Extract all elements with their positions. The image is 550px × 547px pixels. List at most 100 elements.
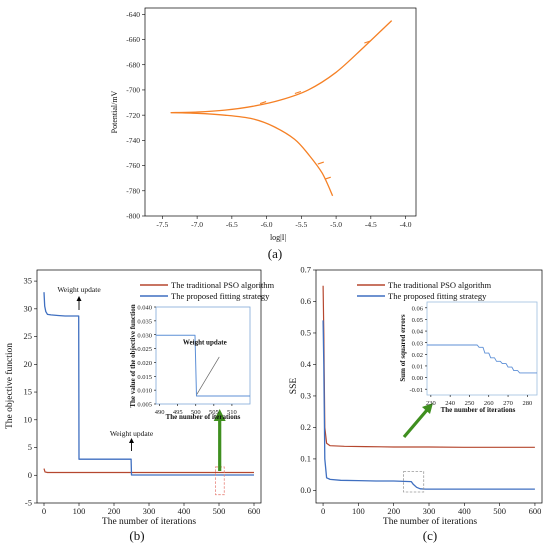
panel-b-y-tick-label: 15	[24, 387, 33, 397]
panel-a-x-tick-label: -5.0	[330, 220, 342, 229]
panel-b-inset-y-label: The value of the objective function	[129, 304, 137, 407]
panel-b-y-tick-label: 20	[24, 359, 33, 369]
panel-a-label: (a)	[268, 246, 282, 261]
panel-c-series-proposed-strategy	[322, 320, 535, 490]
panel-a-x-axis-label: log|I|	[270, 233, 286, 242]
panel-c-zoom-arrow	[402, 408, 429, 439]
panel-c-legend-label-traditional: The traditional PSO algorithm	[388, 280, 492, 290]
panel-c-y-tick-label: 0.1	[300, 454, 311, 464]
panel-b-y-tick-label: 10	[24, 414, 33, 424]
panel-c-y-axis-label: SSE	[289, 378, 299, 395]
panel-b-annotation-weight-update-2: Weight update	[110, 429, 154, 438]
panel-b-inset-x-tick-label: 495	[173, 409, 183, 416]
panel-a-x-tick-label: -7.5	[156, 220, 168, 229]
panel-a-cathodic-curve	[170, 111, 334, 197]
panel-b-inset-y-tick-label: 0.010	[137, 388, 152, 395]
panel-b-y-tick-label: -5	[25, 498, 32, 508]
panel-a-y-tick-label: -780	[126, 186, 140, 195]
panel-b-zoom-arrowhead	[213, 409, 226, 421]
panel-b-y-tick-label: 5	[28, 442, 32, 452]
panel-a-x-tick-label: -4.0	[400, 220, 412, 229]
panel-c-inset-x-tick-label: 240	[445, 400, 455, 407]
panel-b-x-tick-label: 0	[42, 506, 46, 516]
panel-c-x-tick-label: 400	[458, 506, 471, 516]
panel-a-curve-marker	[294, 90, 302, 94]
panel-b-y-tick-label: 35	[24, 276, 33, 286]
panel-c-inset-y-label: Sum of squared errors	[399, 314, 407, 381]
panel-b-x-axis-label: The number of iterations	[102, 516, 196, 527]
panel-b-inset-y-tick-label: 0.035	[137, 318, 152, 325]
panel-a-x-tick-label: -5.5	[295, 220, 307, 229]
panel-b-y-tick-label: 30	[24, 303, 33, 313]
panel-b-series-traditional-pso	[43, 468, 254, 474]
panel-a-y-tick-label: -760	[126, 161, 140, 170]
panel-b-inset-y-tick-label: 0.015	[137, 374, 152, 381]
panel-c-y-tick-label: 0.7	[300, 265, 311, 275]
panel-c-x-tick-label: 500	[493, 506, 506, 516]
panel-c-y-tick-label: 0.2	[300, 422, 311, 432]
panel-c-legend-label-proposed: The proposed fitting strategy	[388, 291, 487, 301]
panel-c-inset-y-tick-label: 0.01	[412, 364, 423, 371]
panel-b-inset-x-tick-label: 490	[155, 409, 165, 416]
panel-c-y-tick-label: 0.6	[300, 296, 311, 306]
panel-a-x-tick-label: -7.0	[191, 220, 203, 229]
panel-b-annotation-weight-update-1: Weight update	[57, 285, 101, 294]
panel-a-y-axis-label: Potential/mV	[110, 90, 119, 133]
panel-c-inset-x-tick-label: 280	[522, 400, 532, 407]
panel-b-series-proposed-strategy	[43, 292, 254, 476]
panel-b-inset-annotation: Weight update	[183, 338, 227, 346]
panel-c-x-tick-label: 0	[321, 506, 325, 516]
panel-b-inset-y-tick-label: 0.005	[137, 402, 152, 409]
panel-b-inset-x-tick-label: 505	[209, 409, 219, 416]
panel-c-zoom-arrowhead	[422, 403, 433, 414]
panel-b-inset-x-label: The number of iterations	[166, 413, 241, 421]
panel-a-curve-marker	[317, 161, 324, 165]
panel-c-zoom-box	[403, 471, 425, 493]
panel-b-inset: 490 495 500 505 510 0.005 0.010 0.015 0.020 0.025…	[129, 304, 251, 421]
panel-b-y-tick-label: 0	[28, 470, 32, 480]
panel-c-inset-x-tick-label: 260	[484, 400, 494, 407]
panel-c-inset-y-tick-label: -0.01	[409, 387, 423, 394]
panel-c-x-tick-label: 300	[423, 506, 436, 516]
panel-a-chart: -7.5 -7.0 -6.5 -6.0 -5.5 -5.0 -4.5 -4.0 -800 -780…	[110, 7, 417, 242]
panel-a-y-tick-label: -640	[126, 10, 140, 19]
panel-a-y-tick-label: -660	[126, 35, 140, 44]
panel-c-inset-y-tick-label: 0.05	[412, 317, 423, 324]
panel-c-y-tick-label: 0.3	[300, 391, 311, 401]
panel-c-inset: 230 240 250 260 270 280 -0.01 0.00 0.01 0.02 0.03 0…	[399, 301, 538, 414]
panel-c-inset-y-tick-label: 0.04	[412, 329, 424, 336]
panel-b-inset-annotation-pointer	[196, 356, 220, 395]
panel-b-inset-frame	[155, 306, 251, 405]
panel-b-inset-y-tick-label: 0.020	[137, 360, 152, 367]
panel-a-y-tick-label: -740	[126, 136, 140, 145]
panel-b-inset-y-tick-label: 0.040	[137, 305, 152, 312]
panel-b-inset-x-tick-label: 510	[227, 409, 237, 416]
panel-c-x-axis-label: The number of iterations	[383, 516, 477, 527]
panel-c-x-tick-label: 200	[387, 506, 400, 516]
panel-a-curve-marker	[259, 101, 267, 105]
panel-c-inset-y-tick-label: 0.06	[412, 305, 424, 312]
panel-b-x-tick-label: 200	[108, 506, 121, 516]
panel-b-inset-y-tick-label: 0.030	[137, 332, 152, 339]
panel-b-y-tick-label: 25	[24, 331, 33, 341]
panel-a-x-tick-label: -4.5	[365, 220, 377, 229]
panel-a-curve-marker	[364, 40, 371, 44]
panel-c-inset-y-tick-label: 0.00	[412, 375, 423, 382]
panel-c-x-tick-label: 100	[352, 506, 365, 516]
panel-b-inset-series	[156, 334, 250, 397]
panel-c-inset-x-tick-label: 270	[503, 400, 513, 407]
panel-c-chart: 0 100 200 300 400 500 600 0.0 0.1 0.2 0.3 0.4 0.5 0.6…	[289, 265, 543, 527]
panel-c-inset-x-tick-label: 230	[426, 400, 436, 407]
panel-b-inset-x-tick-label: 500	[191, 409, 201, 416]
panel-b-y-axis-label: The objective function	[4, 343, 15, 429]
panel-c-y-tick-label: 0.5	[300, 328, 311, 338]
panel-c-y-tick-label: 0.0	[300, 485, 311, 495]
panel-a-y-tick-label: -680	[126, 60, 140, 69]
panel-b-x-tick-label: 500	[213, 506, 226, 516]
panel-b-x-tick-label: 300	[143, 506, 156, 516]
panel-a-x-tick-label: -6.0	[261, 220, 273, 229]
